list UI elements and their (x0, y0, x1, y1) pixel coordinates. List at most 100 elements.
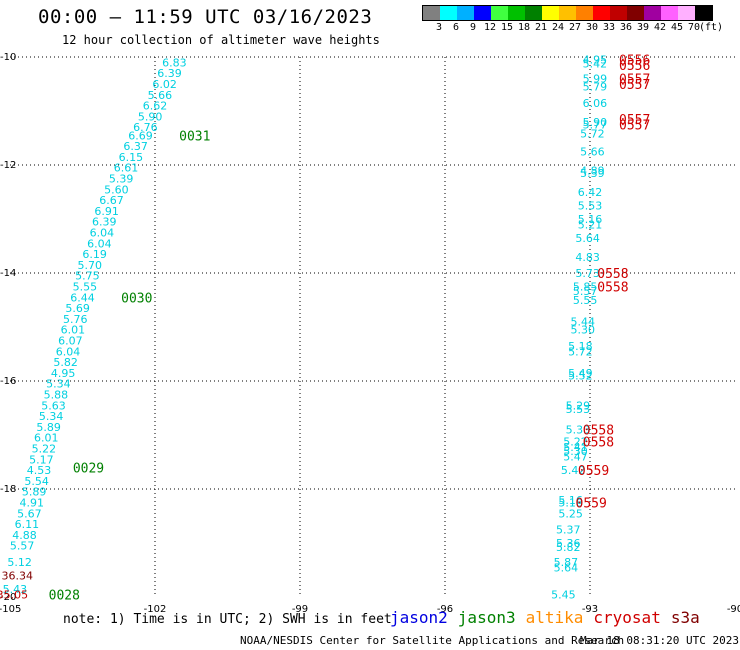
wave-height-value: 5.39 (109, 173, 134, 186)
wave-height-value: 5.21 (578, 218, 603, 231)
y-tick-label: -16 (0, 376, 16, 387)
wave-height-value: 6.01 (34, 432, 59, 445)
legend-swatch (440, 6, 457, 20)
wave-height-value: 5.69 (65, 302, 90, 315)
legend-label: 45 (670, 22, 684, 33)
wave-height-value: 5.18 (558, 497, 583, 510)
wave-height-value: 5.16 (578, 213, 603, 226)
legend-label: 18 (517, 22, 531, 33)
wave-height-value: 6.07 (58, 335, 83, 348)
wave-height-value: 5.29 (566, 399, 591, 412)
wave-height-value: 5.30 (571, 324, 596, 337)
wave-height-value: 5.57 (573, 285, 598, 298)
legend-swatch (542, 6, 559, 20)
legend-swatch (644, 6, 661, 20)
wave-height-value: 5.12 (7, 556, 32, 569)
wave-height-value: 4.53 (27, 464, 52, 477)
satellite-legend: jason2 jason3 altika cryosat s3a (390, 608, 710, 627)
wave-height-value: 6.04 (56, 345, 81, 358)
wave-height-value: 5.82 (556, 541, 581, 554)
wave-height-value: 5.85 (573, 281, 598, 294)
wave-height-value: 5.16 (558, 494, 583, 507)
y-tick-label: -10 (0, 52, 16, 63)
wave-height-value: 5.57 (10, 540, 35, 553)
legend-swatch (525, 6, 542, 20)
wave-height-value: 5.72 (580, 128, 605, 141)
wave-height-value: 6.04 (90, 227, 115, 240)
wave-height-value: 6.19 (82, 248, 107, 261)
satellite-name: altika (525, 608, 584, 627)
legend-swatch (491, 6, 508, 20)
wave-height-value: 5.79 (583, 81, 608, 94)
wave-height-value: 5.25 (558, 507, 583, 520)
wave-height-value: 5.52 (568, 370, 593, 383)
wave-height-value: 5.66 (580, 146, 605, 159)
x-tick-label: -99 (292, 604, 308, 615)
wave-height-value: 4.95 (51, 367, 76, 380)
pass-time-label: 0031 (179, 129, 210, 144)
pass-time-label: 0030 (121, 291, 152, 306)
wave-height-value: 4.88 (12, 529, 37, 542)
wave-height-value: 5.89 (36, 421, 61, 434)
wave-height-value: 5.60 (104, 183, 129, 196)
wave-height-value: 6.39 (92, 216, 117, 229)
legend-swatch (678, 6, 695, 20)
chart-title: 00:00 — 11:59 UTC 03/16/2023 (38, 6, 373, 28)
wave-height-value: 5.87 (554, 556, 579, 569)
legend-swatch (559, 6, 576, 20)
wave-height-value: 5.47 (563, 451, 588, 464)
wave-height-value: 5.44 (571, 316, 596, 329)
x-tick-label: -90 (727, 604, 740, 615)
wave-height-value: 5.22 (32, 443, 57, 456)
legend-swatch (593, 6, 610, 20)
wave-height-value: 5.90 (138, 110, 163, 123)
legend-label: 6 (452, 22, 460, 33)
wave-height-value: 5.42 (583, 57, 608, 70)
wave-height-value: 5.99 (583, 73, 608, 86)
satellite-name: jason2 (390, 608, 448, 627)
wave-height-value: 5.72 (568, 345, 593, 358)
legend-label: 3 (435, 22, 443, 33)
legend-label: 30 (585, 22, 599, 33)
wave-height-value: 6.06 (583, 97, 608, 110)
wave-height-value: 4.89 (580, 164, 605, 177)
footer-timestamp: Mar 18 08:31:20 UTC 2023 (580, 634, 739, 647)
legend-label: 33 (602, 22, 616, 33)
wave-height-value: 6.61 (114, 162, 139, 175)
wave-height-value: 5.73 (575, 267, 600, 280)
wave-height-value: 5.49 (568, 367, 593, 380)
pass-time-label: 0558 (597, 281, 628, 296)
pass-time-label: 0556 (619, 54, 650, 69)
wave-height-value: 6.11 (15, 518, 40, 531)
chart-subtitle: 12 hour collection of altimeter wave hei… (62, 33, 380, 47)
wave-height-value: 5.41 (563, 441, 588, 454)
wave-height-value: 4.95 (583, 54, 608, 67)
pass-time-label: 0558 (583, 435, 614, 450)
legend-swatch (508, 6, 525, 20)
x-tick-label: -93 (582, 604, 598, 615)
wave-height-value: 6.91 (94, 205, 119, 218)
legend-swatch (576, 6, 593, 20)
satellite-name: s3a (670, 608, 700, 627)
wave-height-value: 5.36 (556, 537, 581, 550)
wave-height-value: 5.64 (554, 561, 579, 574)
pass-time-label: 0558 (597, 267, 628, 282)
x-tick-label: -105 (0, 604, 21, 615)
y-tick-label: -14 (0, 268, 16, 279)
legend-label: 9 (469, 22, 477, 33)
legend-swatch (661, 6, 678, 20)
wave-height-value: 5.70 (78, 259, 103, 272)
wave-height-value: 6.83 (162, 56, 187, 69)
satellite-name: jason3 (457, 608, 516, 627)
wave-height-value: 5.90 (583, 116, 608, 129)
footer-note: note: 1) Time is in UTC; 2) SWH is in fe… (63, 612, 392, 627)
legend-swatch (457, 6, 474, 20)
wave-height-value: 5.54 (24, 475, 49, 488)
legend-label: (ft) (698, 22, 724, 33)
wave-height-value: 5.39 (580, 167, 605, 180)
legend-swatch (695, 6, 712, 20)
legend-label: 39 (636, 22, 650, 33)
y-tick-label: -20 (0, 592, 16, 603)
pass-time-label: 0557 (619, 78, 650, 93)
